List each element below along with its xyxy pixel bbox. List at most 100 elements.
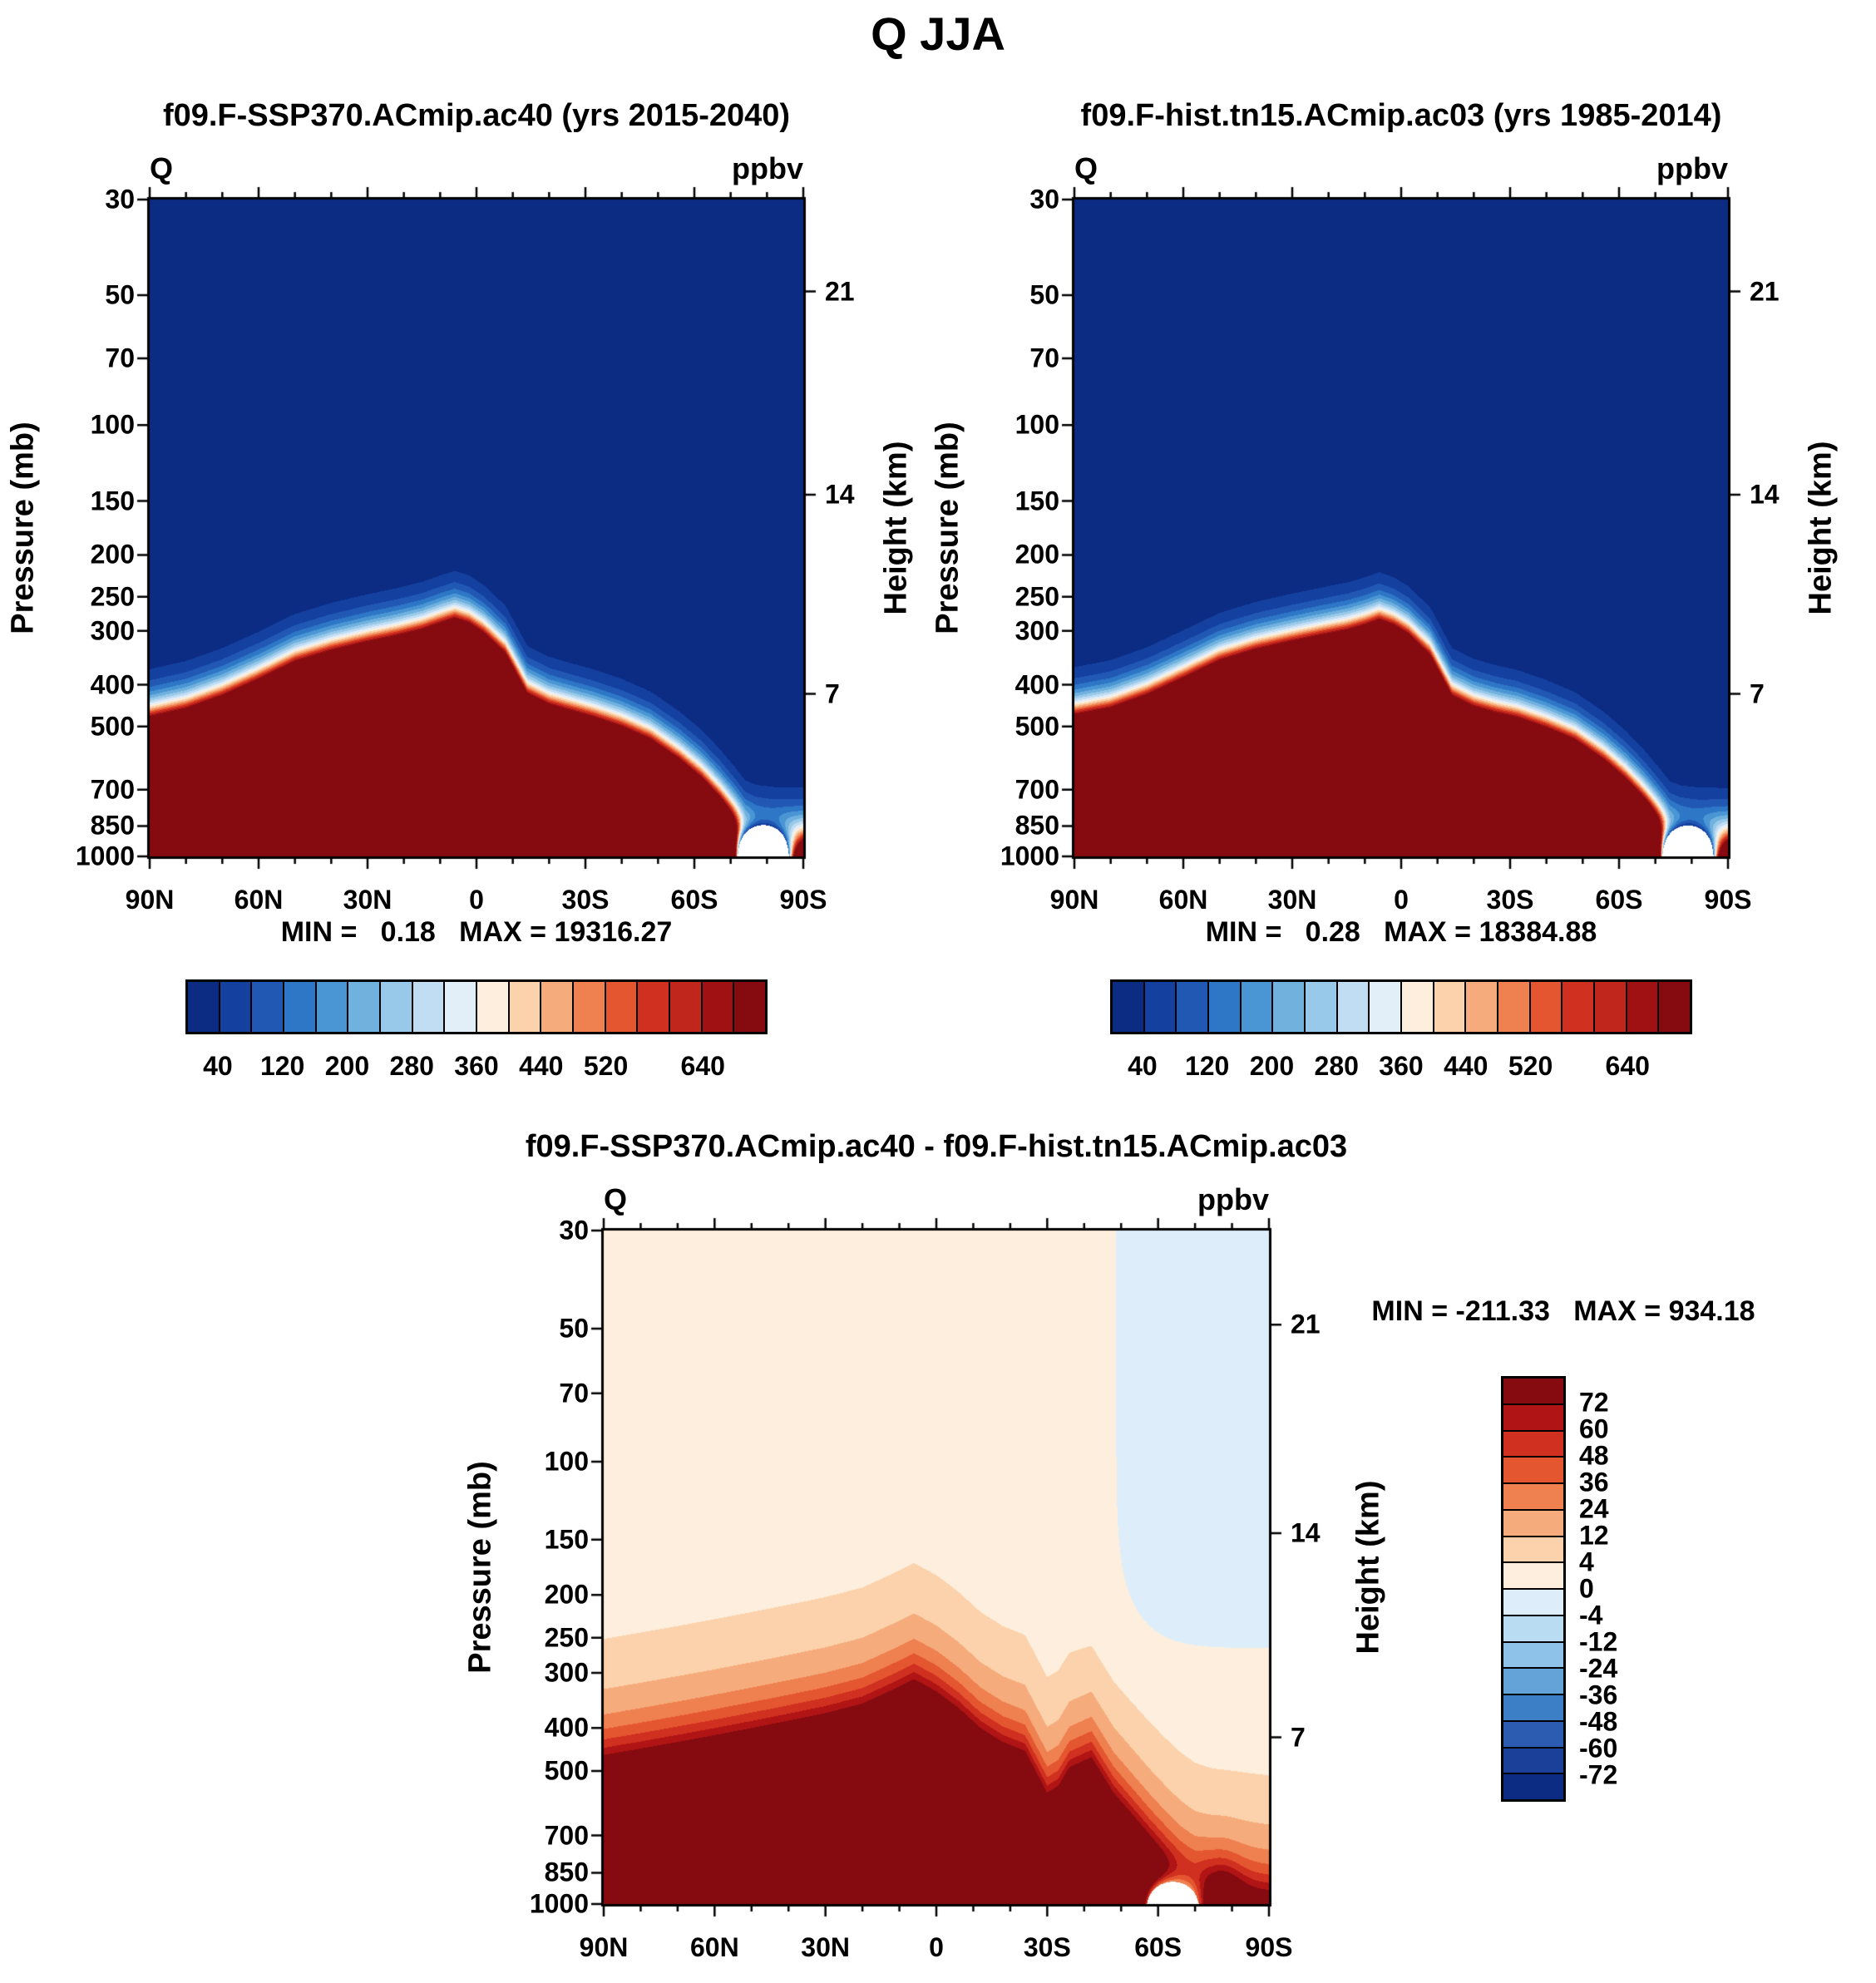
colorbar-segment (670, 982, 703, 1032)
colorbar-segment (1466, 982, 1499, 1032)
latitude-tick-label: 90N (579, 1932, 629, 1962)
colorbar-segment (1503, 1484, 1563, 1511)
colorbar-segment (1503, 1590, 1563, 1616)
colorbar-segment (638, 982, 671, 1032)
pressure-tick-label: 70 (1029, 343, 1059, 373)
colorbar-tick-label: -12 (1579, 1626, 1618, 1657)
figure-title: Q JJA (871, 7, 1005, 60)
pressure-tick-label: 1000 (529, 1888, 589, 1919)
pressure-tick-label: 500 (1015, 711, 1059, 742)
colorbar-segment (1306, 982, 1338, 1032)
colorbar-tick-label: 520 (583, 1051, 629, 1081)
colorbar-tick-label: 440 (1444, 1051, 1488, 1081)
colorbar-segment (509, 982, 542, 1032)
latitude-tick-label: 90N (1049, 885, 1099, 915)
colorbar-segment (220, 982, 253, 1032)
colorbar-segment (605, 982, 639, 1032)
colorbar-tick-label: 12 (1579, 1520, 1609, 1551)
colorbar-segment (1434, 982, 1467, 1032)
colorbar-segment (1659, 982, 1691, 1032)
colorbar-tick-label: 360 (454, 1051, 499, 1081)
latitude-tick-label: 30N (801, 1932, 851, 1962)
colorbar-segment (1337, 982, 1370, 1032)
colorbar-tick-label: 120 (259, 1051, 305, 1081)
colorbar-tick-label: 48 (1579, 1440, 1609, 1471)
colorbar-tick-label: -72 (1579, 1759, 1618, 1790)
colorbar-segment (734, 982, 766, 1032)
colorbar-tick-label: 520 (1508, 1051, 1553, 1081)
pressure-tick-label: 70 (105, 343, 135, 373)
colorbar-tick-label: 72 (1579, 1387, 1609, 1418)
pressure-tick-label: 200 (90, 539, 135, 570)
pressure-axis-label: Pressure (mb) (462, 1461, 498, 1674)
colorbar-segment (541, 982, 575, 1032)
latitude-tick-label: 30S (1023, 1932, 1071, 1962)
colorbar-segment (1503, 1537, 1563, 1564)
height-tick-label: 14 (1750, 479, 1780, 510)
colorbar-tick-label: 24 (1579, 1493, 1609, 1524)
colorbar-segment (445, 982, 478, 1032)
colorbar-tick-label: -60 (1579, 1733, 1618, 1763)
colorbar-segment (1113, 982, 1145, 1032)
pressure-tick-label: 400 (90, 669, 135, 700)
colorbar-segment (1503, 1669, 1563, 1695)
colorbar-tick-label: 36 (1579, 1467, 1609, 1497)
height-tick-label: 14 (1291, 1517, 1321, 1548)
pressure-tick-label: 250 (90, 581, 135, 612)
pressure-tick-label: 300 (1015, 615, 1059, 646)
units-label: ppbv (1197, 1182, 1269, 1216)
latitude-tick-label: 60N (689, 1932, 739, 1962)
colorbar-segment (1503, 1695, 1563, 1722)
colorbar-tick-label: -24 (1579, 1653, 1618, 1684)
colorbar-tick-label: 360 (1379, 1051, 1424, 1081)
panel-ssp370: f09.F-SSP370.ACmip.ac40 (yrs 2015-2040) … (6, 98, 914, 1081)
colorbar (1110, 979, 1692, 1034)
colorbar-tick-label: 40 (1128, 1051, 1158, 1081)
height-tick-label: 7 (825, 678, 840, 709)
colorbar-segment (348, 982, 382, 1032)
latitude-tick-label: 30S (561, 885, 610, 915)
height-axis-label: Height (km) (1803, 441, 1839, 615)
pressure-tick-label: 300 (90, 615, 135, 646)
colorbar-segment (1503, 1616, 1563, 1643)
colorbar-segment (188, 982, 220, 1032)
pressure-tick-label: 700 (1015, 774, 1059, 805)
colorbar-segment (1402, 982, 1434, 1032)
pressure-tick-label: 850 (1015, 810, 1059, 841)
latitude-tick-label: 0 (1394, 885, 1409, 915)
colorbar-labels: 40 120 200 280 360 440 520 640 (185, 1051, 768, 1084)
pressure-tick-label: 100 (1015, 409, 1059, 440)
contour-plot-diff (587, 1214, 1286, 1921)
pressure-tick-label: 850 (90, 810, 135, 841)
variable-label: Q (604, 1182, 628, 1216)
pressure-tick-label: 150 (544, 1524, 589, 1555)
colorbar-segment (381, 982, 413, 1032)
panel-difference: f09.F-SSP370.ACmip.ac40 - f09.F-hist.tn1… (463, 1129, 1755, 1962)
latitude-tick-label: 90S (779, 885, 827, 915)
colorbar-segment (477, 982, 510, 1032)
colorbar-segment (284, 982, 317, 1032)
colorbar-tick-label: 40 (203, 1051, 233, 1081)
variable-label: Q (1074, 151, 1098, 185)
colorbar-segment (1503, 1774, 1563, 1799)
pressure-tick-label: 100 (544, 1446, 589, 1477)
colorbar-tick-label: 280 (389, 1051, 434, 1081)
panel-title: f09.F-SSP370.ACmip.ac40 - f09.F-hist.tn1… (525, 1129, 1348, 1164)
colorbar-segment (1595, 982, 1627, 1032)
panel-title: f09.F-SSP370.ACmip.ac40 (yrs 2015-2040) (162, 98, 791, 133)
latitude-tick-label: 60S (1595, 885, 1643, 915)
pressure-tick-label: 250 (1015, 581, 1059, 612)
pressure-axis-label: Pressure (mb) (930, 422, 965, 634)
difference-colorbar (1501, 1376, 1566, 1802)
height-axis-label: Height (km) (1350, 1480, 1386, 1655)
difference-colorbar-labels: 72 60 48 36 24 12 4 0 -4 -12 -24 -36 -48 -60 -72 (1579, 1376, 1654, 1802)
height-axis-label: Height (km) (878, 441, 914, 615)
colorbar-segment (1503, 1642, 1563, 1670)
units-label: ppbv (732, 151, 803, 185)
colorbar-tick-label: 280 (1314, 1051, 1359, 1081)
colorbar-segment (316, 982, 349, 1032)
pressure-tick-label: 700 (544, 1820, 589, 1851)
pressure-tick-label: 70 (559, 1378, 589, 1408)
latitude-tick-label: 30S (1486, 885, 1534, 915)
